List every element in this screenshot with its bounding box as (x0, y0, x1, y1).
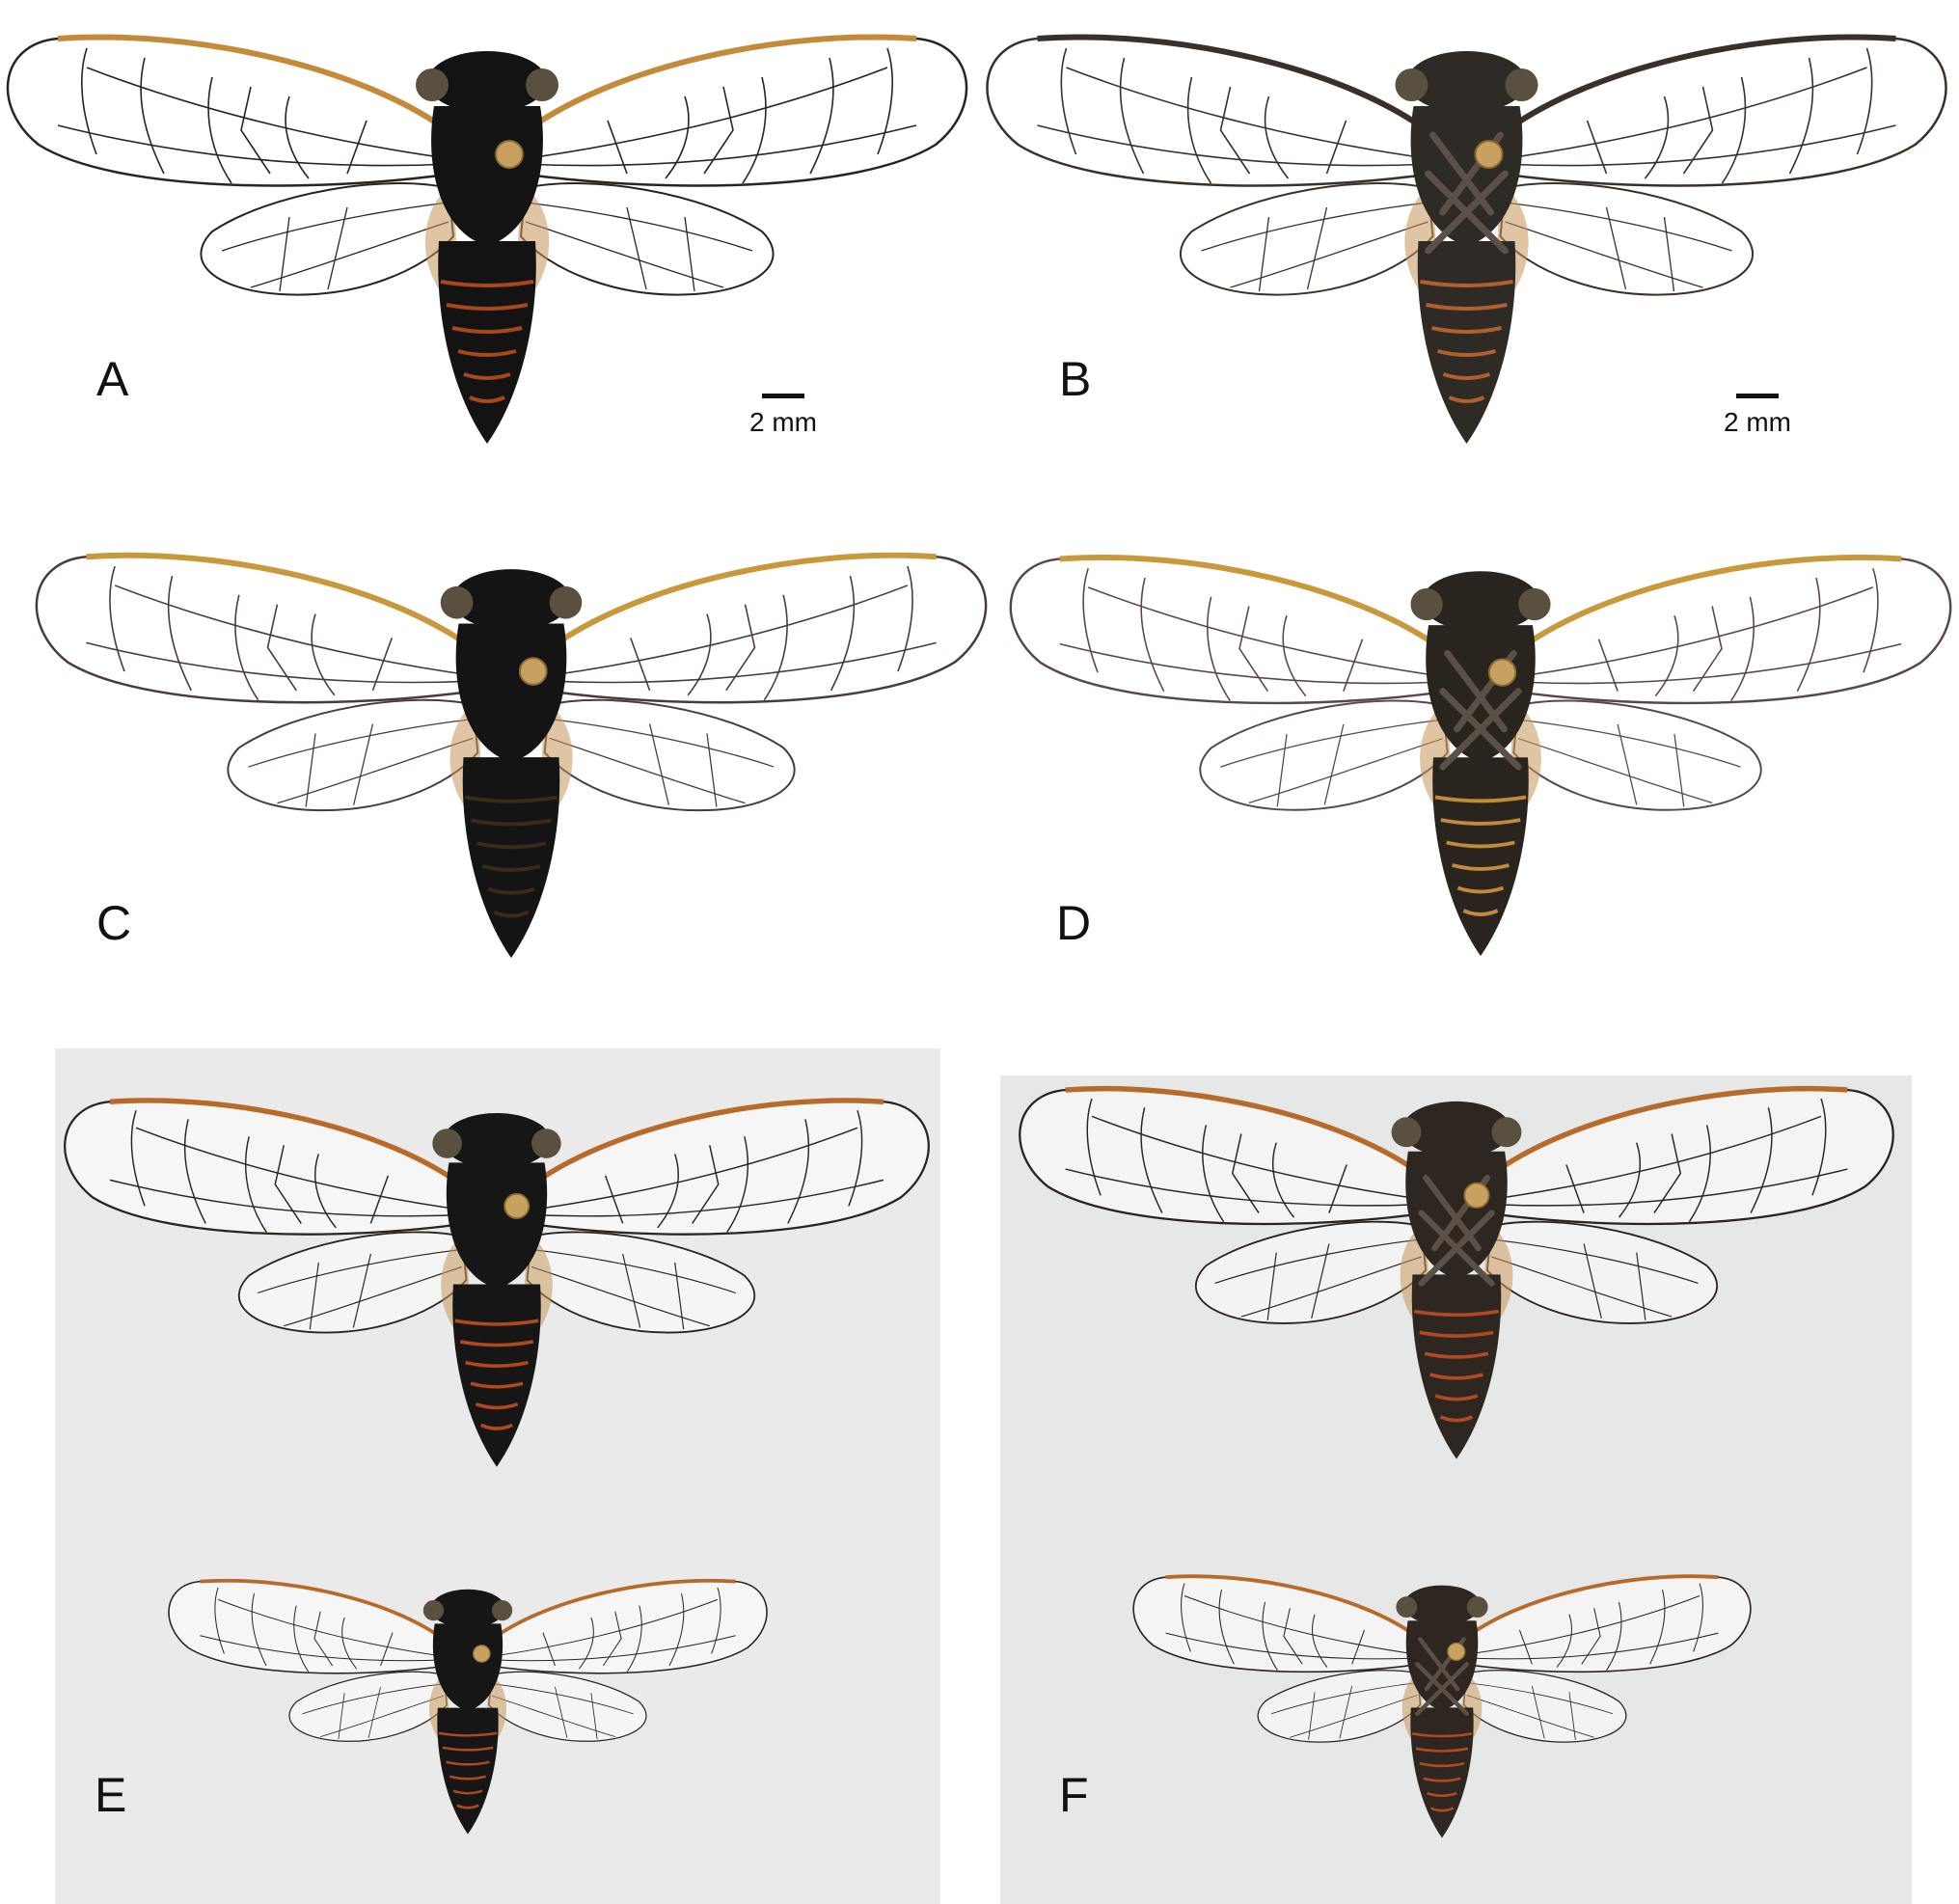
panel-c (29, 511, 993, 1032)
panel-b (974, 29, 1959, 482)
panel-label-d: D (1056, 896, 1092, 950)
scale-bar-text: 2 mm (749, 407, 817, 437)
scale-bar-b: 2 mm (1709, 394, 1806, 461)
panel-f-lower (1129, 1543, 1755, 1890)
cicada-specimen-b (986, 34, 1947, 444)
panel-a (0, 29, 974, 482)
scale-bar-text: 2 mm (1724, 407, 1791, 437)
cicada-specimen-a (6, 34, 968, 444)
scale-bar-a: 2 mm (735, 394, 831, 461)
cicada-specimen-e1 (64, 1098, 930, 1467)
panel-label-a: A (96, 352, 129, 406)
panel-label-b: B (1059, 352, 1092, 406)
panel-e-lower (164, 1543, 772, 1890)
panel-label-e: E (95, 1768, 127, 1822)
cicada-specimen-f2 (1132, 1574, 1752, 1838)
cicada-specimen-f1 (1019, 1085, 1894, 1459)
panel-label-c: C (96, 896, 132, 950)
cicada-specimen-d (1009, 555, 1952, 957)
panel-label-f: F (1059, 1768, 1089, 1822)
cicada-specimen-c (35, 552, 988, 959)
scale-bar-line (1736, 394, 1779, 398)
scale-bar-line (762, 394, 804, 398)
panel-f-upper (1013, 1071, 1900, 1505)
panel-d (1003, 511, 1958, 1032)
cicada-specimen-e2 (168, 1578, 768, 1835)
panel-e-upper (58, 1080, 936, 1514)
